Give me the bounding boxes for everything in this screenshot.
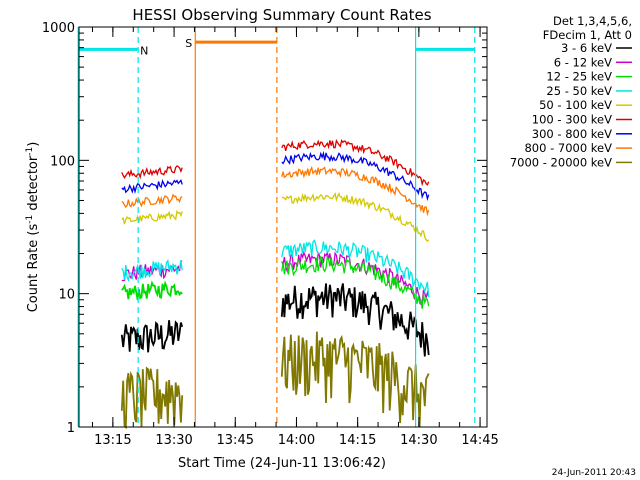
series-line — [280, 283, 430, 357]
legend-label: 100 - 300 keV — [532, 113, 612, 127]
chart-title: HESSI Observing Summary Count Rates — [132, 6, 431, 24]
series-line — [120, 320, 184, 353]
series-line — [280, 331, 430, 428]
legend-label: 12 - 25 keV — [546, 70, 612, 84]
series-line — [121, 259, 183, 283]
y-axis-label-part2: detector — [26, 155, 41, 215]
series-line — [281, 255, 430, 309]
x-tick-label: 14:00 — [278, 433, 315, 448]
series-line — [121, 193, 183, 209]
legend: Det 1,3,4,5,6, FDecim 1, Att 0 3 - 6 keV… — [510, 14, 632, 169]
legend-label: 50 - 100 keV — [539, 98, 612, 112]
y-tick-label: 1 — [67, 421, 75, 436]
series-line — [121, 165, 183, 180]
series-line — [281, 239, 430, 298]
series-line — [281, 250, 430, 306]
series-line — [121, 178, 183, 195]
y-axis-label-part1: Count Rate (s — [26, 224, 41, 313]
x-tick-label: 13:45 — [217, 433, 254, 448]
legend-label: 25 - 50 keV — [546, 84, 612, 98]
x-tick-label: 13:15 — [94, 433, 131, 448]
y-tick-label: 100 — [50, 154, 75, 169]
orbit-label: N — [140, 44, 148, 57]
y-axis-label: Count Rate (s-1 detector-1) — [25, 142, 41, 313]
series-line — [120, 366, 184, 430]
legend-label: 6 - 12 keV — [554, 55, 612, 69]
y-tick-label: 10 — [58, 288, 75, 303]
data-series-group — [120, 138, 430, 430]
series-line — [281, 150, 430, 202]
legend-label: 300 - 800 keV — [532, 127, 612, 141]
x-tick-label: 14:15 — [339, 433, 376, 448]
x-tick-label: 13:30 — [155, 433, 192, 448]
orbit-markers: NS — [77, 27, 476, 427]
y-axis-label-sup1: -1 — [25, 215, 35, 224]
legend-label: 3 - 6 keV — [561, 41, 612, 55]
plot-frame — [78, 26, 488, 428]
orbit-label: S — [185, 37, 192, 50]
x-tick-label: 14:45 — [461, 433, 498, 448]
series-line — [121, 280, 183, 301]
series-line — [281, 165, 430, 217]
footer-date: 24-Jun-2011 20:43 — [552, 468, 636, 478]
series-line — [121, 209, 183, 225]
y-axis-label-sup2: -1 — [25, 147, 35, 156]
axes: 1 10 100 1000 13:15 13:30 13:45 14:00 14:15 14:30… — [42, 21, 499, 448]
y-tick-label: 1000 — [42, 21, 75, 36]
legend-header-line1: Det 1,3,4,5,6, — [553, 14, 632, 28]
series-line — [281, 192, 430, 243]
legend-label: 7000 - 20000 keV — [510, 155, 612, 169]
legend-header-line2: FDecim 1, Att 0 — [543, 28, 632, 42]
y-axis-label-part3: ) — [26, 142, 41, 147]
legend-label: 800 - 7000 keV — [524, 141, 612, 155]
x-tick-label: 14:30 — [400, 433, 437, 448]
series-line — [281, 138, 430, 187]
x-axis-label: Start Time (24-Jun-11 13:06:42) — [178, 456, 386, 471]
